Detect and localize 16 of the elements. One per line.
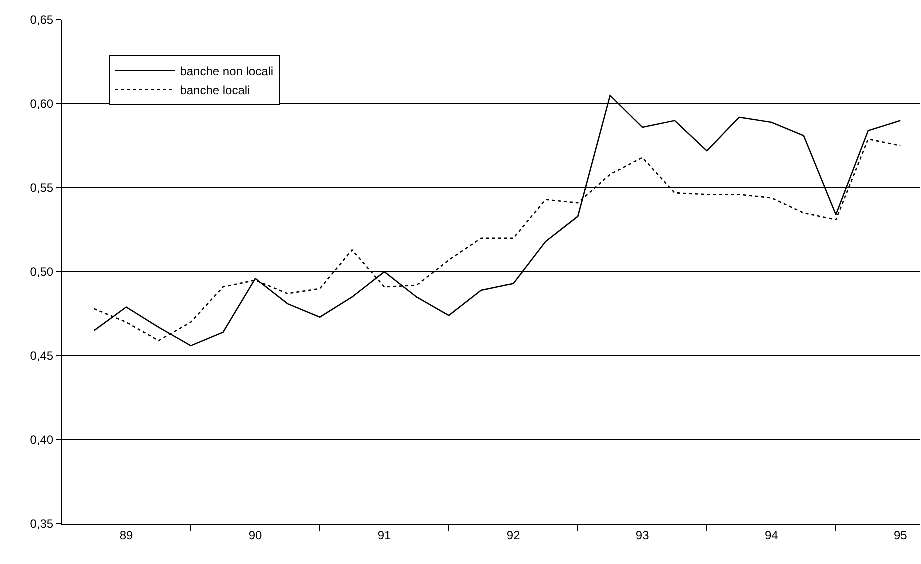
x-tick-label: 92 (506, 528, 521, 542)
x-tick-label: 89 (120, 528, 134, 542)
y-tick-label: 0,60 (30, 97, 54, 112)
x-tick-label: 94 (764, 528, 779, 542)
y-tick-label: 0,55 (30, 181, 54, 196)
y-tick-label: 0,40 (30, 433, 54, 448)
legend-label: banche locali (180, 83, 250, 98)
legend-label: banche non locali (180, 64, 274, 78)
x-tick-label: 93 (636, 528, 650, 542)
x-tick-label: 91 (378, 528, 392, 542)
y-tick-label: 0,50 (30, 265, 54, 280)
y-tick-label: 0,45 (30, 349, 54, 364)
x-tick-label: 90 (248, 528, 263, 542)
y-tick-label: 0,65 (30, 13, 54, 28)
x-tick-label: 95 (894, 528, 908, 542)
y-tick-label: 0,35 (30, 517, 54, 532)
